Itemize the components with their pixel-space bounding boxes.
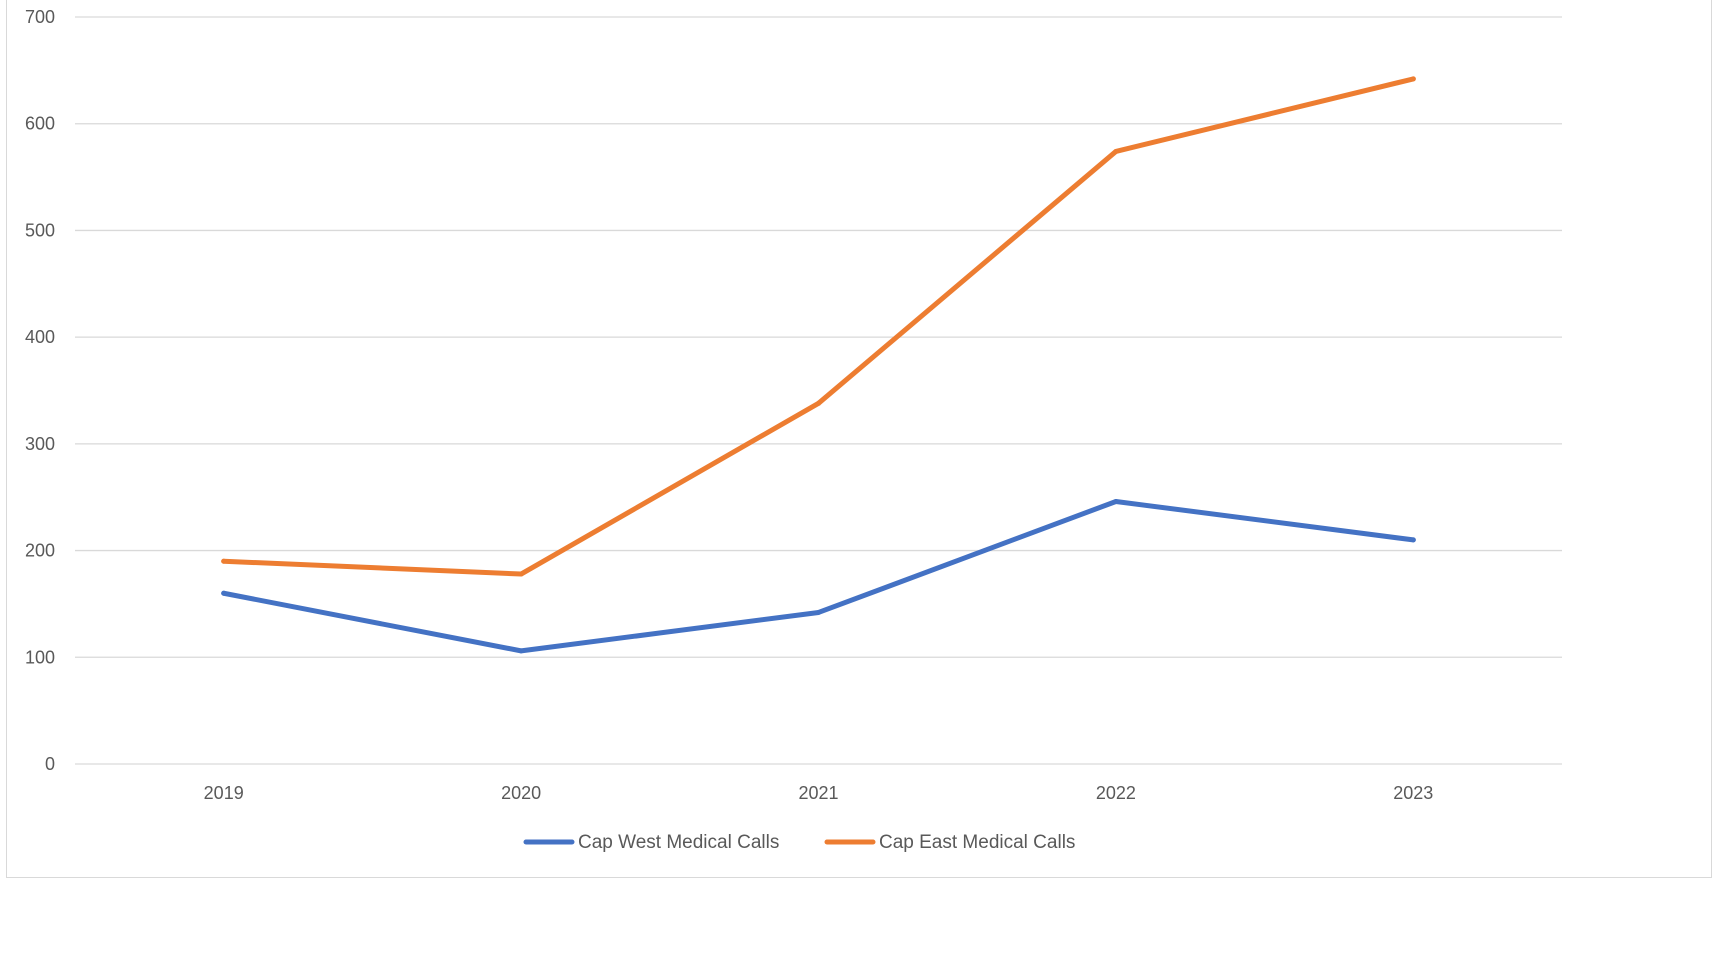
x-tick-label: 2022 xyxy=(1096,783,1136,803)
x-tick-label: 2023 xyxy=(1393,783,1433,803)
y-tick-label: 500 xyxy=(25,220,55,240)
y-tick-label: 700 xyxy=(25,7,55,27)
x-tick-label: 2020 xyxy=(501,783,541,803)
series-line-cap-west xyxy=(221,498,1416,654)
y-axis-ticks: 0 100 200 300 400 500 600 700 xyxy=(25,7,55,774)
series-line-cap-east xyxy=(221,76,1416,577)
x-tick-label: 2019 xyxy=(204,783,244,803)
y-tick-label: 600 xyxy=(25,114,55,134)
y-tick-label: 300 xyxy=(25,434,55,454)
data-point xyxy=(1113,498,1119,504)
y-tick-label: 400 xyxy=(25,327,55,347)
series-lines xyxy=(221,76,1416,654)
y-tick-label: 200 xyxy=(25,541,55,561)
x-axis-ticks: 2019 2020 2021 2022 2023 xyxy=(204,783,1434,803)
data-point xyxy=(816,609,821,615)
legend-label: Cap East Medical Calls xyxy=(879,832,1075,853)
data-point xyxy=(816,400,821,406)
data-point xyxy=(1410,537,1416,543)
y-tick-label: 0 xyxy=(45,754,55,774)
y-tick-label: 100 xyxy=(25,647,55,667)
data-point xyxy=(1410,76,1416,82)
gridlines xyxy=(75,16,1562,765)
legend: Cap West Medical Calls Cap East Medical C… xyxy=(523,832,1075,853)
data-point xyxy=(518,648,524,654)
x-tick-label: 2021 xyxy=(798,783,838,803)
data-point xyxy=(221,590,227,596)
data-point xyxy=(1113,148,1119,154)
data-point xyxy=(518,571,524,577)
data-point xyxy=(221,558,227,564)
legend-label: Cap West Medical Calls xyxy=(578,832,779,853)
